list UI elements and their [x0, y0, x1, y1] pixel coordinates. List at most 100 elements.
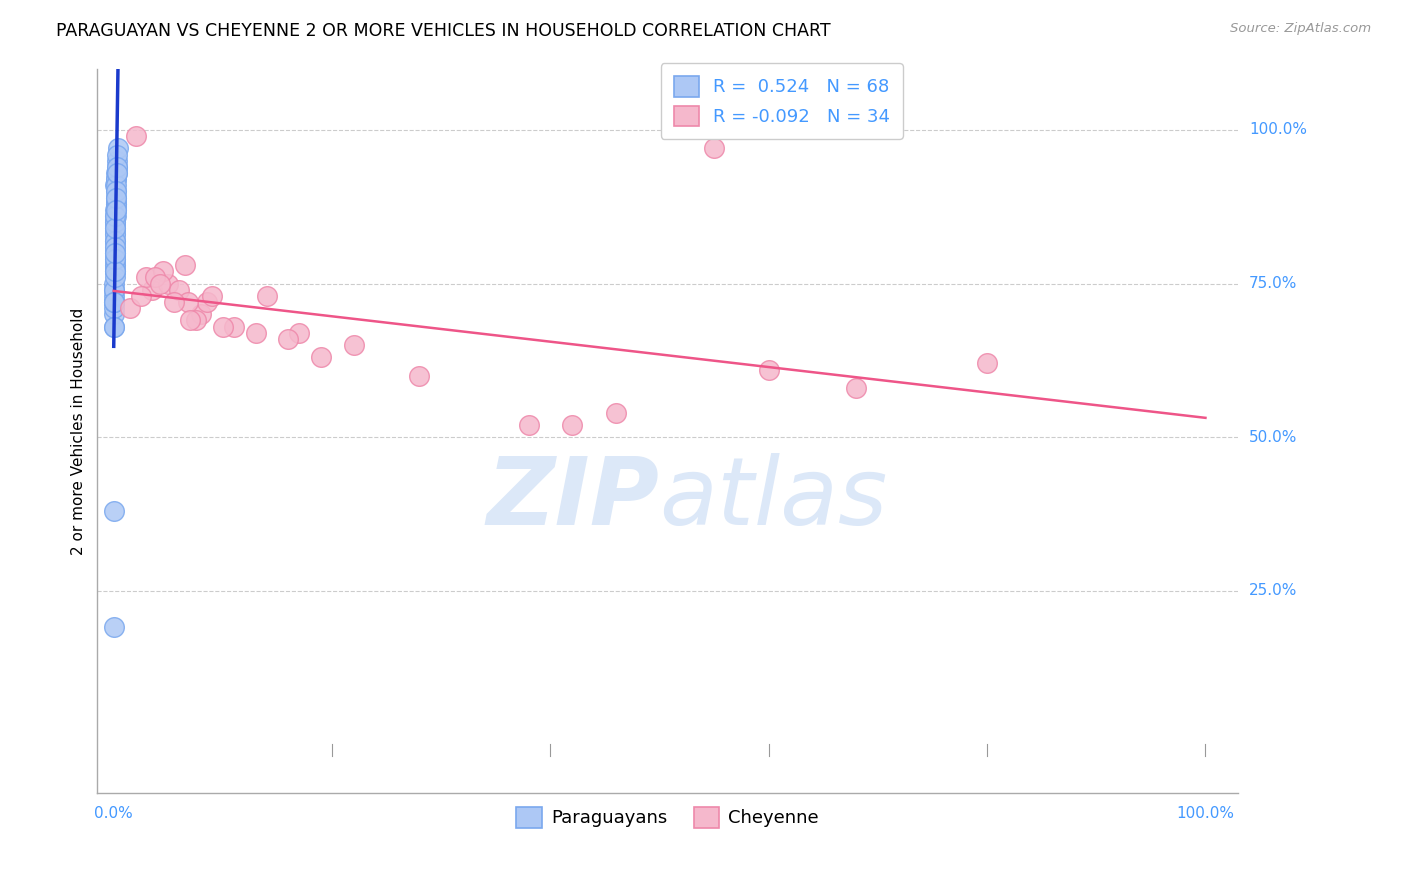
Point: [201, 289, 224, 303]
Point: [104, 227, 127, 242]
Point: [103, 277, 125, 291]
Point: [104, 221, 127, 235]
Point: [222, 319, 245, 334]
Point: [104, 178, 127, 193]
Text: 100.0%: 100.0%: [1177, 805, 1234, 821]
Point: [103, 620, 125, 634]
Point: [104, 240, 127, 254]
Point: [104, 202, 127, 217]
Point: [105, 147, 128, 161]
Text: 0.0%: 0.0%: [94, 805, 134, 821]
Point: [104, 215, 127, 229]
Point: [173, 258, 195, 272]
Point: [104, 252, 127, 266]
Point: [105, 160, 128, 174]
Point: [141, 283, 163, 297]
Point: [105, 160, 128, 174]
Point: [184, 313, 207, 327]
Point: [104, 209, 127, 223]
Point: [105, 166, 128, 180]
Point: [104, 258, 127, 272]
Point: [105, 153, 128, 168]
Point: [104, 196, 127, 211]
Point: [124, 129, 146, 144]
Point: [561, 417, 583, 432]
Point: [105, 172, 128, 186]
Point: [104, 190, 127, 204]
Point: [104, 221, 127, 235]
Point: [103, 307, 125, 321]
Point: [177, 294, 200, 309]
Point: [105, 166, 128, 180]
Point: [104, 264, 127, 278]
Point: [517, 417, 540, 432]
Point: [105, 185, 128, 199]
Point: [167, 283, 190, 297]
Point: [195, 294, 218, 309]
Point: [104, 245, 127, 260]
Point: [163, 294, 186, 309]
Point: [105, 172, 128, 186]
Point: [277, 332, 299, 346]
Point: [104, 202, 127, 217]
Point: [104, 234, 127, 248]
Point: [104, 215, 127, 229]
Point: [103, 283, 125, 297]
Point: [104, 245, 127, 260]
Point: [104, 209, 127, 223]
Point: [845, 381, 868, 395]
Point: [103, 294, 125, 309]
Point: [104, 209, 127, 223]
Text: atlas: atlas: [659, 453, 887, 544]
Point: [104, 270, 127, 285]
Text: 50.0%: 50.0%: [1249, 430, 1298, 444]
Point: [104, 258, 127, 272]
Point: [104, 221, 127, 235]
Point: [104, 264, 127, 278]
Legend: Paraguayans, Cheyenne: Paraguayans, Cheyenne: [509, 800, 827, 835]
Point: [105, 166, 128, 180]
Point: [105, 178, 128, 193]
Point: [104, 215, 127, 229]
Point: [104, 185, 127, 199]
Text: ZIP: ZIP: [486, 452, 659, 544]
Text: Source: ZipAtlas.com: Source: ZipAtlas.com: [1230, 22, 1371, 36]
Point: [143, 270, 166, 285]
Text: 25.0%: 25.0%: [1249, 583, 1298, 599]
Point: [103, 289, 125, 303]
Point: [104, 234, 127, 248]
Point: [408, 368, 430, 383]
Point: [157, 277, 180, 291]
Point: [103, 319, 125, 334]
Point: [103, 294, 125, 309]
Point: [976, 356, 998, 370]
Point: [256, 289, 278, 303]
Point: [103, 283, 125, 297]
Point: [190, 307, 212, 321]
Point: [703, 141, 725, 155]
Point: [104, 264, 127, 278]
Point: [103, 319, 125, 334]
Point: [309, 350, 332, 364]
Point: [129, 289, 152, 303]
Y-axis label: 2 or more Vehicles in Household: 2 or more Vehicles in Household: [72, 308, 86, 555]
Point: [104, 252, 127, 266]
Point: [104, 202, 127, 217]
Point: [105, 190, 128, 204]
Text: 100.0%: 100.0%: [1249, 122, 1308, 137]
Point: [103, 504, 125, 518]
Point: [104, 202, 127, 217]
Point: [103, 294, 125, 309]
Point: [103, 294, 125, 309]
Point: [104, 196, 127, 211]
Point: [288, 326, 311, 340]
Point: [105, 190, 128, 204]
Point: [245, 326, 267, 340]
Point: [605, 405, 627, 419]
Point: [135, 270, 157, 285]
Point: [104, 196, 127, 211]
Point: [107, 141, 129, 155]
Point: [758, 362, 780, 376]
Point: [179, 313, 201, 327]
Point: [104, 264, 127, 278]
